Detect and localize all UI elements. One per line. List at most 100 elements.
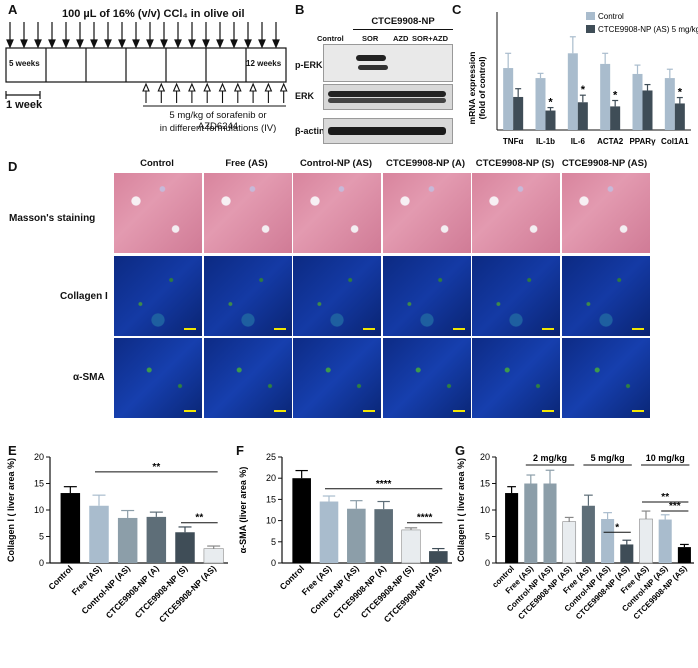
drug-dose-arrowhead bbox=[172, 82, 181, 92]
chart-e-sig-label: ** bbox=[152, 462, 160, 473]
masson-stain-image bbox=[292, 172, 382, 254]
scale-bar bbox=[452, 410, 465, 412]
asma-stain-image bbox=[381, 337, 472, 419]
drug-dose-arrowhead bbox=[249, 82, 257, 92]
masson-stain-image bbox=[471, 172, 561, 254]
chart-e-bar bbox=[203, 548, 224, 564]
chart-g-sig-label: *** bbox=[669, 501, 681, 512]
chart-g-ytick-label: 0 bbox=[485, 558, 490, 568]
chart-f-bar bbox=[401, 529, 421, 564]
mrna-bar bbox=[664, 78, 675, 130]
chart-f-bar bbox=[319, 501, 339, 563]
ccl4-dose-arrowhead bbox=[132, 39, 140, 49]
chart-g-bar bbox=[677, 547, 691, 563]
chart-f-sig-label: **** bbox=[417, 513, 433, 524]
chart-f-category-label: Control-NP (AS) bbox=[308, 563, 361, 616]
masson-stain-image bbox=[560, 172, 651, 254]
ccl4-dose-arrowhead bbox=[216, 39, 224, 49]
collagen-stain-image bbox=[292, 255, 382, 337]
ccl4-dose-arrowhead bbox=[90, 39, 98, 49]
blot-actin bbox=[323, 118, 453, 144]
panel-letter-g: G bbox=[455, 443, 466, 458]
drug-dose-arrowhead bbox=[188, 82, 196, 92]
chart-g-group-label: 5 mg/kg bbox=[591, 453, 625, 463]
ccl4-dose-arrowhead bbox=[76, 39, 84, 49]
mrna-category-label: Col1A1 bbox=[661, 137, 689, 146]
chart-e-category-label: CTCE9908-NP (AS) bbox=[157, 563, 218, 624]
chart-f-bar bbox=[292, 478, 311, 563]
chart-f: α-SMA (liver area %)0510152025ControlFre… bbox=[238, 452, 452, 624]
blot-row-actin: β-actin bbox=[295, 126, 325, 136]
mrna-chart: Control CTCE9908-NP (AS) 5 mg/kg mRNA ex… bbox=[467, 12, 698, 146]
drug-dose-arrowhead bbox=[218, 82, 227, 92]
mrna-bar bbox=[545, 110, 556, 130]
blot-lane-sor: SOR bbox=[362, 34, 379, 43]
legend-swatch-treated bbox=[586, 25, 595, 33]
hist-row-label-asma: α-SMA bbox=[73, 372, 105, 383]
ccl4-dose-arrowhead bbox=[188, 39, 196, 49]
chart-e-bar bbox=[89, 505, 109, 563]
collagen-stain-image bbox=[381, 255, 472, 337]
scale-bar bbox=[184, 410, 196, 412]
ccl4-dose-arrowhead bbox=[48, 39, 56, 49]
ccl4-dose-arrowhead bbox=[62, 39, 70, 49]
drug-dose-arrowhead bbox=[279, 82, 288, 92]
masson-stain-image bbox=[202, 172, 293, 254]
asma-stain-image bbox=[471, 337, 561, 419]
mrna-bar bbox=[642, 90, 653, 130]
mrna-significance: * bbox=[548, 97, 553, 109]
chart-f-ytick-label: 0 bbox=[271, 558, 276, 568]
chart-g-sig-label: ** bbox=[661, 492, 669, 503]
chart-e-bar bbox=[175, 532, 195, 563]
ccl4-dose-arrowhead bbox=[6, 39, 14, 49]
mrna-ylabel-line1: mRNA expression bbox=[467, 52, 477, 125]
legend-label-treated: CTCE9908-NP (AS) 5 mg/kg bbox=[598, 25, 698, 34]
legend-label-control: Control bbox=[598, 12, 624, 21]
hist-col-label: CTCE9908-NP (AS) bbox=[561, 158, 648, 169]
mrna-bar bbox=[513, 96, 524, 130]
blot-row-erk: ERK bbox=[295, 91, 315, 101]
masson-stain-image bbox=[113, 172, 203, 254]
asma-stain-image bbox=[202, 337, 293, 419]
schedule-end-label: 12 weeks bbox=[246, 59, 282, 68]
chart-f-bar bbox=[429, 551, 448, 563]
hist-row-label-collagen: Collagen I bbox=[60, 291, 108, 302]
chart-g-bar bbox=[581, 505, 595, 563]
panel-letter-d: D bbox=[8, 159, 18, 174]
collagen-stain-image bbox=[202, 255, 293, 337]
chart-g-bar bbox=[524, 483, 538, 563]
mrna-ylabel-line2: (fold of control) bbox=[477, 56, 487, 119]
collagen-stain-image bbox=[560, 255, 651, 337]
hist-col-label: Control bbox=[140, 158, 174, 169]
blot-lane-control: Control bbox=[317, 34, 344, 43]
chart-g-sig-label: * bbox=[615, 522, 619, 533]
mrna-category-label: IL-6 bbox=[571, 137, 586, 146]
mrna-bar bbox=[577, 102, 588, 130]
ccl4-dose-arrowhead bbox=[118, 39, 126, 49]
chart-f-ytick-label: 15 bbox=[266, 494, 276, 504]
blot-row-perk: p-ERK bbox=[295, 60, 323, 70]
mrna-category-label: TNFα bbox=[503, 137, 524, 146]
mrna-bar bbox=[600, 63, 611, 130]
ccl4-dose-arrowhead bbox=[34, 39, 42, 49]
western-blot-panel: CTCE9908-NP Control SOR AZD SOR+AZD p-ER… bbox=[295, 0, 455, 150]
asma-stain-image bbox=[560, 337, 651, 419]
chart-f-ytick-label: 25 bbox=[266, 452, 276, 462]
hist-col-label: Control-NP (AS) bbox=[299, 158, 373, 169]
panel-letter-e: E bbox=[8, 443, 17, 458]
chart-e-ytick-label: 20 bbox=[34, 452, 44, 462]
chart-g-group-label: 10 mg/kg bbox=[646, 453, 685, 463]
chart-e-category-label: Control bbox=[46, 563, 74, 591]
chart-e-sig-label: ** bbox=[195, 513, 203, 524]
chart-g-bar bbox=[505, 493, 519, 563]
drug-dose-arrowhead bbox=[264, 82, 273, 92]
blot-lane-azd: AZD bbox=[393, 34, 409, 43]
chart-f-bar bbox=[374, 509, 393, 563]
blot-perk bbox=[323, 44, 453, 82]
ccl4-dose-arrowhead bbox=[272, 39, 280, 49]
drug-dose-arrowhead bbox=[142, 82, 150, 92]
ccl4-dose-arrowhead bbox=[230, 39, 238, 49]
hist-col-label: CTCE9908-NP (S) bbox=[475, 158, 555, 169]
chart-e-ytick-label: 0 bbox=[39, 558, 44, 568]
chart-f-ylabel: α-SMA (liver area %) bbox=[238, 467, 248, 554]
